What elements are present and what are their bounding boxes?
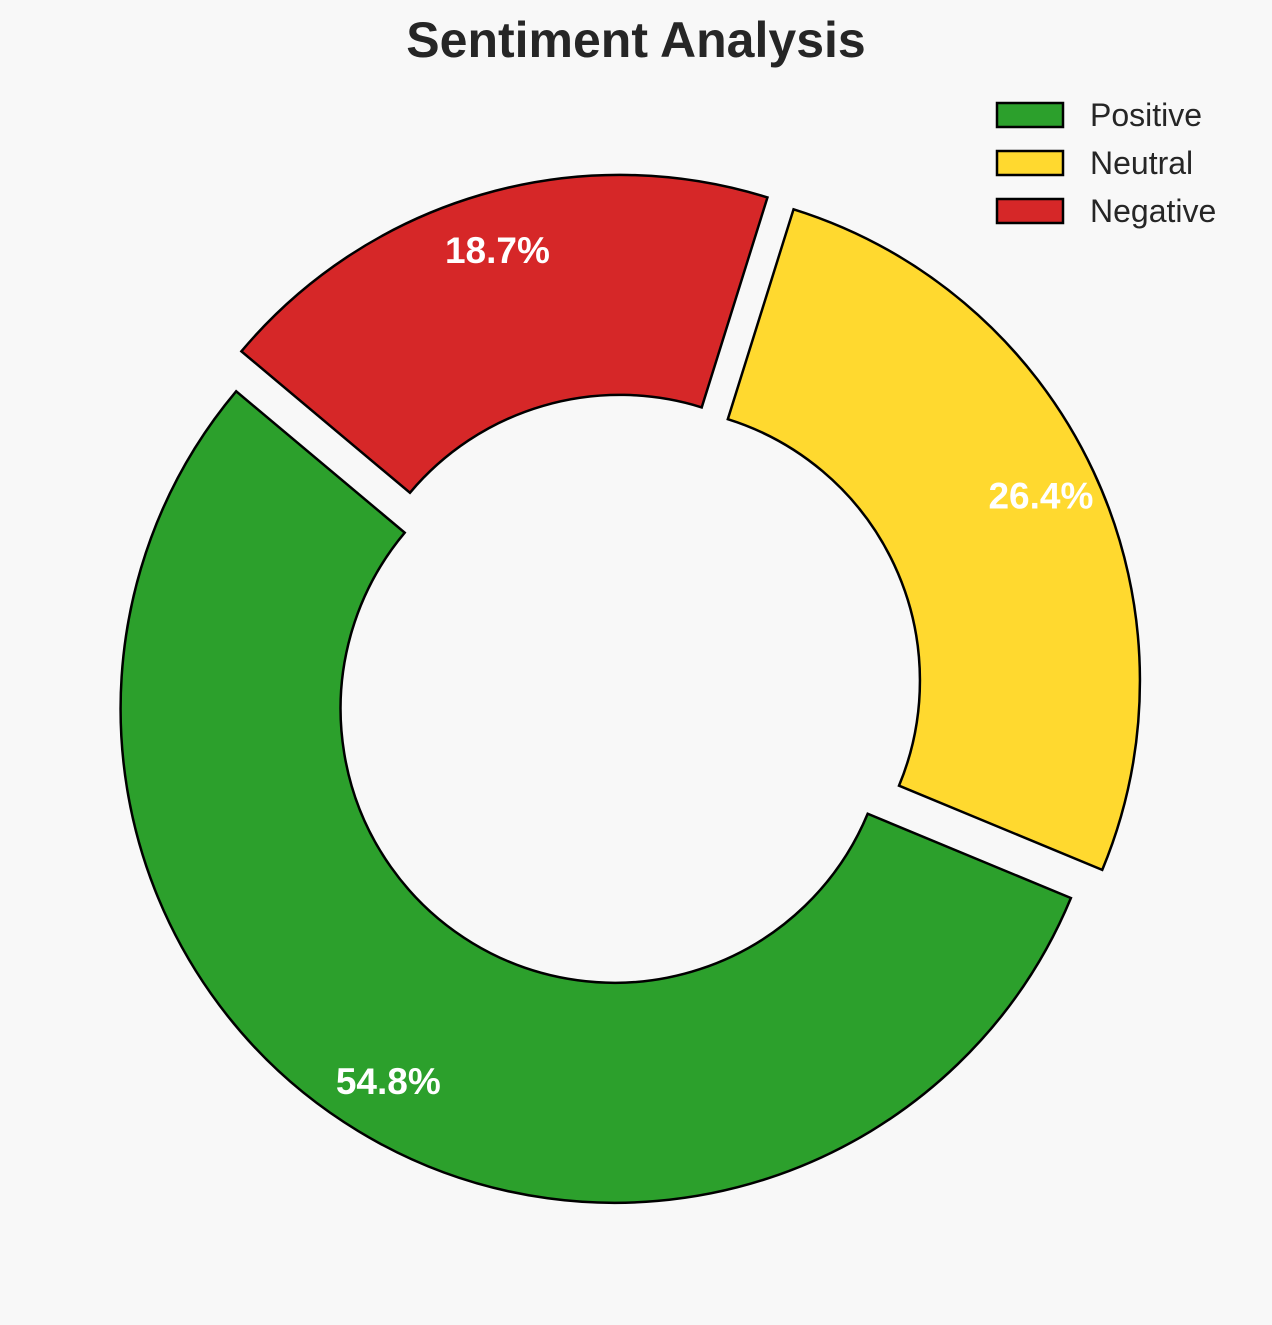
legend-label-negative: Negative xyxy=(1090,193,1216,229)
slice-neutral xyxy=(726,207,1142,872)
donut-slices xyxy=(119,173,1142,1204)
slice-label-neutral: 26.4% xyxy=(988,476,1093,517)
legend-swatch-positive xyxy=(995,101,1065,129)
legend-swatch-neutral xyxy=(995,149,1065,177)
slice-labels: 54.8% 26.4% 18.7% xyxy=(336,230,1094,1102)
legend: Positive Neutral Negative xyxy=(995,97,1216,229)
chart-title: Sentiment Analysis xyxy=(406,12,865,68)
legend-swatch-negative xyxy=(995,197,1065,225)
slice-label-positive: 54.8% xyxy=(336,1061,441,1102)
slice-negative xyxy=(239,173,770,495)
legend-label-positive: Positive xyxy=(1090,97,1202,133)
legend-label-neutral: Neutral xyxy=(1090,145,1193,181)
slice-positive xyxy=(119,389,1073,1204)
slice-label-negative: 18.7% xyxy=(445,230,550,271)
